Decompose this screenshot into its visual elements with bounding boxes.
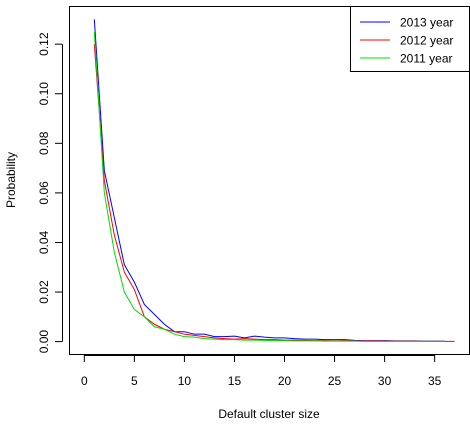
plot-region	[69, 6, 470, 355]
series-line-2	[93, 44, 455, 342]
x-tick-label: 5	[131, 374, 138, 388]
y-tick-label: 0.00	[37, 330, 51, 354]
x-tick-label: 0	[81, 374, 88, 388]
y-tick-label: 0.06	[37, 181, 51, 205]
y-axis: 0.00 0.02 0.04 0.06 0.08 0.10 0.12	[37, 32, 63, 353]
series-layer	[93, 19, 455, 342]
x-tick-label: 35	[428, 374, 442, 388]
y-tick-label: 0.04	[37, 230, 51, 254]
x-tick-label: 25	[328, 374, 342, 388]
legend-label-2: 2012 year	[400, 34, 453, 48]
x-axis-title: Default cluster size	[218, 407, 320, 421]
y-tick-label: 0.02	[37, 280, 51, 304]
x-tick-label: 20	[278, 374, 292, 388]
y-tick-label: 0.12	[37, 32, 51, 56]
x-tick-label: 30	[378, 374, 392, 388]
y-tick-label: 0.08	[37, 131, 51, 155]
legend: 2013 year 2012 year 2011 year	[350, 6, 470, 72]
legend-label-3: 2011 year	[400, 52, 452, 66]
legend-label-1: 2013 year	[400, 16, 453, 30]
x-tick-label: 10	[178, 374, 192, 388]
x-tick-label: 15	[228, 374, 242, 388]
legend-box	[350, 6, 470, 72]
series-line-3	[93, 31, 445, 342]
y-tick-label: 0.10	[37, 82, 51, 106]
y-axis-title: Probability	[4, 152, 18, 208]
x-axis: 0 5 10 15 20 25 30 35	[81, 355, 442, 388]
